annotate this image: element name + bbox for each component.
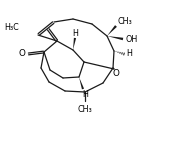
Polygon shape: [73, 38, 76, 50]
Text: CH₃: CH₃: [78, 105, 92, 114]
Text: O: O: [19, 50, 26, 59]
Text: H: H: [82, 90, 88, 99]
Text: H₃C: H₃C: [4, 24, 19, 33]
Text: H: H: [126, 50, 132, 59]
Text: O: O: [113, 69, 120, 78]
Text: OH: OH: [126, 35, 138, 43]
Text: CH₃: CH₃: [118, 17, 133, 26]
Polygon shape: [79, 77, 84, 89]
Text: H: H: [72, 29, 78, 38]
Polygon shape: [107, 25, 117, 36]
Polygon shape: [107, 36, 123, 40]
